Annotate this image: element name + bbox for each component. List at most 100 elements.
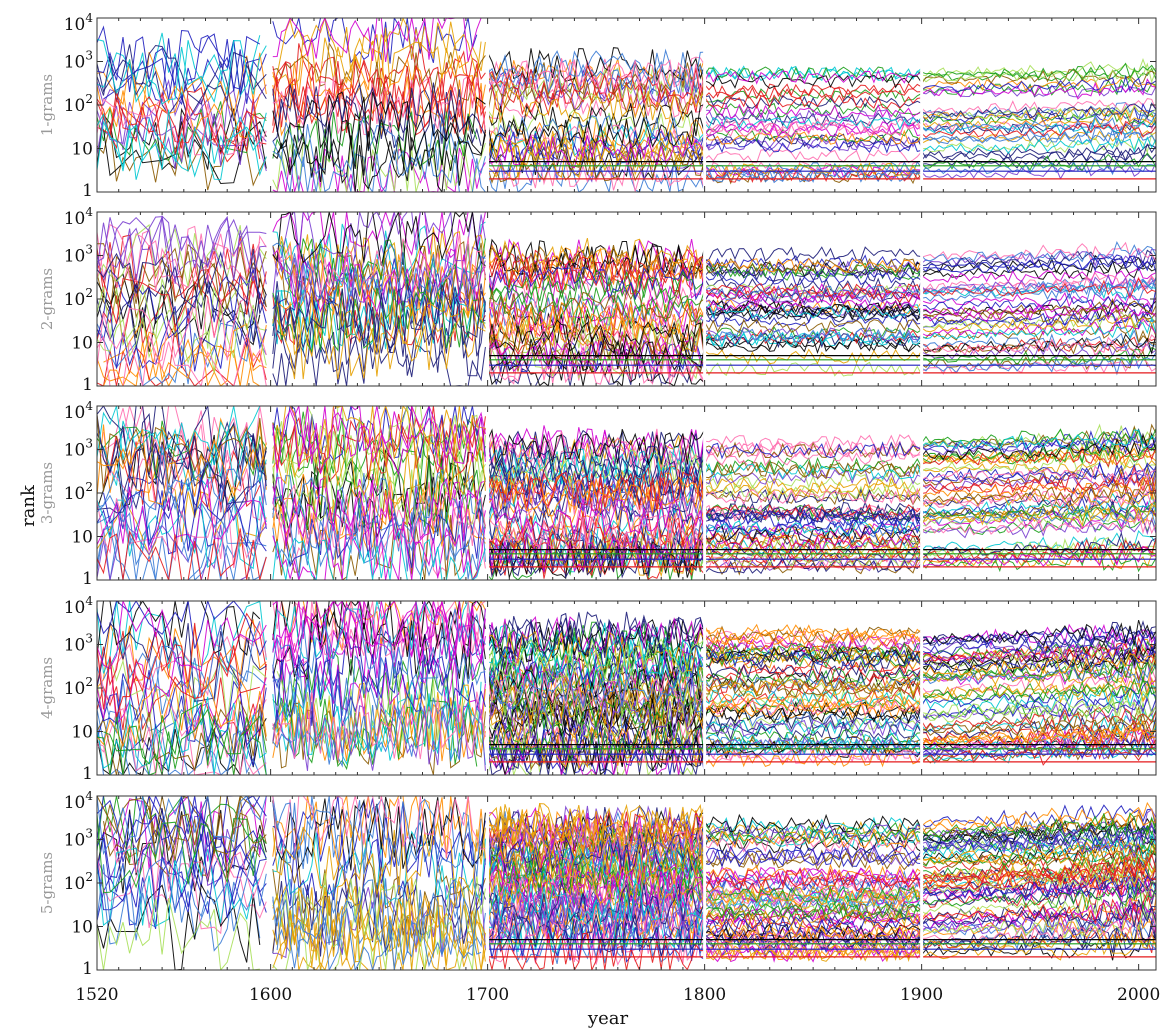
series-line (487, 475, 706, 517)
series-line (272, 408, 486, 476)
series-line (272, 433, 486, 504)
y-tick-label: 10 (71, 723, 93, 743)
series-line (704, 122, 922, 138)
y-tick-label: 104 (64, 789, 94, 813)
series-line (704, 623, 922, 641)
series-line (97, 39, 267, 105)
y-tick-label: 103 (64, 632, 93, 656)
series-line (272, 857, 486, 939)
y-tick-label: 104 (64, 11, 94, 35)
series-line (704, 285, 923, 301)
series-line (704, 551, 923, 569)
series-line (97, 268, 267, 339)
series-line (272, 91, 486, 151)
series-line (921, 496, 1156, 519)
series-line (97, 243, 267, 310)
series-line (272, 682, 486, 756)
series-line (921, 298, 1156, 318)
series-line (921, 502, 1156, 522)
series-line (272, 692, 486, 762)
y-tick-label: 103 (64, 243, 93, 267)
series-line (97, 44, 267, 105)
series-line (272, 74, 486, 134)
series-line (487, 616, 705, 661)
series-line (704, 168, 922, 184)
series-line (704, 903, 922, 922)
series-line (921, 249, 1156, 269)
series-line (704, 874, 923, 894)
panel-label: 4-grams (38, 657, 56, 719)
series-line (921, 102, 1156, 121)
panel-label: 1-grams (38, 74, 56, 136)
series-line (921, 636, 1156, 666)
series-line (704, 866, 922, 886)
series-line (272, 697, 482, 768)
series-line (487, 842, 706, 886)
series-line (921, 142, 1156, 159)
series-line (704, 129, 923, 146)
series-line (921, 487, 1156, 508)
series-line (921, 861, 1156, 892)
series-line (921, 492, 1156, 519)
series-line (704, 441, 922, 459)
series-line (704, 482, 923, 500)
series-line (921, 547, 1156, 573)
series-line (487, 803, 706, 848)
series-line (704, 307, 922, 325)
x-tick-label: 1700 (466, 985, 509, 1005)
series-line (921, 120, 1156, 138)
series-line (704, 827, 922, 846)
series-line (97, 430, 267, 505)
series-line (487, 861, 706, 908)
series-line (921, 158, 1156, 176)
series-line (272, 406, 486, 461)
series-line (704, 717, 923, 736)
series-line (921, 125, 1156, 146)
series-line (921, 105, 1156, 122)
series-line (272, 282, 486, 349)
series-line (97, 693, 261, 772)
series-line (921, 477, 1156, 500)
series-line (487, 470, 706, 510)
series-line (487, 275, 706, 313)
series-line (97, 601, 261, 657)
series-line (704, 74, 923, 89)
series-line (272, 798, 482, 877)
series-line (272, 289, 486, 353)
series-line (921, 136, 1156, 155)
series-line (921, 271, 1156, 293)
series-line (921, 801, 1156, 828)
series-line (276, 899, 478, 970)
series-line (704, 116, 922, 131)
series-line (921, 273, 1156, 297)
series-line (272, 132, 486, 192)
series-line (272, 495, 486, 564)
series-line (704, 505, 923, 523)
series-line (487, 741, 706, 775)
series-line (97, 406, 267, 466)
series-line (272, 459, 486, 530)
series-line (921, 843, 1156, 869)
series-lines (97, 601, 1156, 775)
series-line (704, 117, 923, 133)
series-line (921, 658, 1156, 686)
series-line (487, 803, 706, 848)
series-line (277, 406, 486, 459)
series-line (487, 616, 706, 657)
y-tick-label: 102 (64, 870, 93, 894)
series-line (921, 875, 1156, 900)
series-line (921, 255, 1156, 272)
series-line (272, 292, 486, 356)
series-line (921, 130, 1156, 147)
series-line (272, 882, 486, 959)
series-line (704, 848, 922, 869)
series-line (704, 294, 922, 311)
series-line (704, 719, 922, 737)
series-line (97, 125, 267, 191)
series-line (487, 456, 706, 496)
series-line (921, 280, 1156, 302)
series-line (921, 924, 1156, 953)
series-line (272, 48, 486, 111)
series-line (704, 487, 923, 506)
series-line (704, 916, 923, 935)
